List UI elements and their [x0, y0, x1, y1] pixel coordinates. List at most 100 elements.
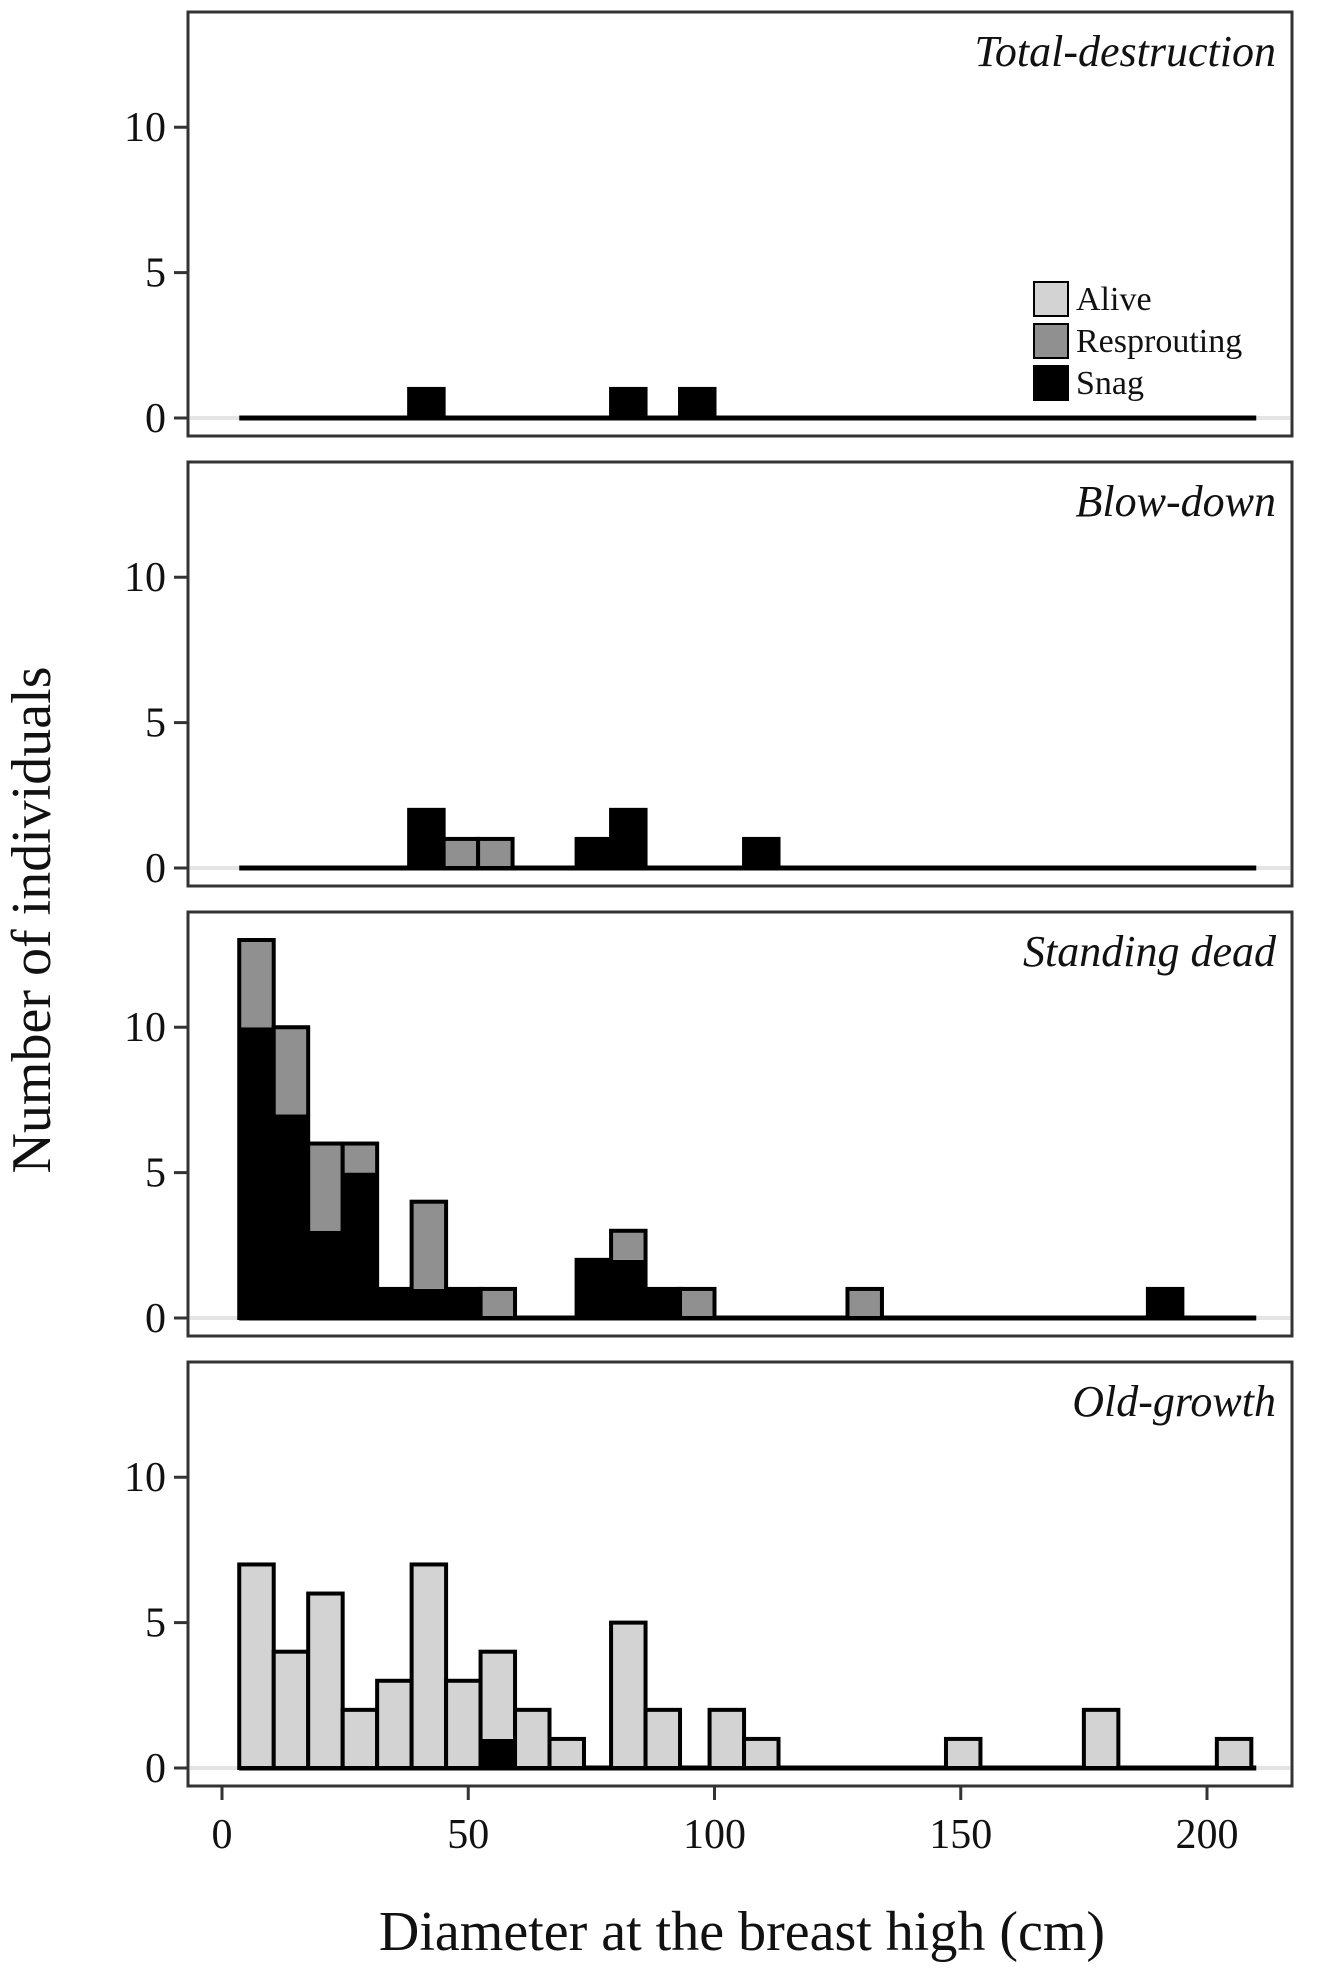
legend-item-resprouting: Resprouting — [1033, 323, 1242, 360]
bar-outline — [1145, 1286, 1185, 1321]
panel-title: Standing dead — [1023, 927, 1277, 976]
bar-outline — [943, 1736, 983, 1771]
panel-frame — [186, 460, 1294, 888]
legend-label: Snag — [1076, 365, 1144, 402]
y-tick-label: 0 — [145, 396, 166, 442]
bar-segment-alive — [273, 1651, 309, 1768]
bar-segment-snag — [342, 1172, 378, 1318]
bar-segment-snag — [308, 1230, 343, 1318]
panel-1: 0 5 10 Total-destruction — [124, 10, 1294, 442]
panel-3: 0 5 10 Standing dead — [124, 910, 1294, 1342]
bar-outline — [845, 1286, 884, 1321]
bar-outline — [678, 1286, 717, 1321]
bar-outline — [407, 386, 446, 420]
panels-group: 0 5 10 Total-destruction 0 5 10 Blow-down 0 5 10 St… — [124, 10, 1294, 1792]
panel-4: 0 5 10 Old-growth — [124, 1360, 1294, 1792]
bar-segment-alive — [611, 1622, 646, 1768]
bar-segment-snag — [409, 809, 444, 868]
x-tick-label: 50 — [447, 1812, 489, 1858]
bar-outline — [609, 1228, 648, 1321]
legend-label: Alive — [1076, 281, 1152, 318]
bar-segment-snag — [273, 1114, 309, 1318]
bar-segment-snag — [239, 1027, 274, 1318]
x-axis-title: Diameter at the breast high (cm) — [379, 1901, 1105, 1963]
bar-segment-resprouting — [239, 940, 274, 1028]
bar-segment-snag — [576, 1259, 612, 1318]
bar-segment-resprouting — [680, 1288, 715, 1318]
y-tick-label: 5 — [145, 1151, 166, 1197]
bar-outline — [409, 1562, 449, 1771]
bar-segment-snag — [576, 838, 612, 868]
y-tick-label: 10 — [124, 555, 166, 601]
bar-segment-alive — [549, 1738, 584, 1768]
legend-item-snag: Snag — [1033, 365, 1144, 402]
bar-segment-alive — [945, 1738, 981, 1768]
bar-segment-resprouting — [443, 838, 479, 868]
bar-outline — [478, 1286, 518, 1321]
panel-title: Total-destruction — [974, 27, 1276, 76]
bar-outline — [742, 1736, 781, 1771]
panel-title: Old-growth — [1072, 1377, 1276, 1426]
legend: Alive Resprouting Snag — [1033, 281, 1242, 402]
bar-segment-resprouting — [411, 1201, 447, 1289]
bar-segment-resprouting — [611, 1230, 646, 1260]
bar-segment-snag — [645, 1288, 681, 1318]
bar-segment-alive — [1083, 1709, 1119, 1768]
bar-segment-alive — [515, 1709, 550, 1768]
legend-swatch — [1033, 281, 1069, 317]
bar-segment-alive — [480, 1651, 516, 1739]
y-tick-label: 0 — [145, 846, 166, 892]
y-tick-label: 5 — [145, 701, 166, 747]
bar-segment-snag — [411, 1288, 447, 1318]
legend-swatch — [1033, 365, 1069, 401]
bar-segment-resprouting — [308, 1143, 343, 1231]
bar-outline — [306, 1591, 345, 1770]
bar-outline — [1081, 1707, 1121, 1771]
bar-segment-alive — [342, 1709, 378, 1768]
bar-segment-alive — [446, 1680, 481, 1768]
bar-outline — [340, 1141, 380, 1320]
bar-segment-snag — [680, 388, 715, 418]
bar-segment-alive — [645, 1709, 681, 1768]
y-tick-label: 5 — [145, 251, 166, 297]
bar-segment-snag — [611, 388, 646, 418]
panel-2: 0 5 10 Blow-down — [124, 460, 1294, 892]
legend-swatch — [1033, 323, 1069, 359]
bar-outline — [476, 836, 515, 871]
bar-outline — [643, 1707, 683, 1771]
legend-item-alive: Alive — [1033, 281, 1152, 318]
bar-outline — [547, 1736, 586, 1771]
x-tick-label: 150 — [929, 1812, 992, 1858]
bar-outline — [409, 1199, 449, 1320]
bar-outline — [742, 836, 781, 871]
x-tick-label: 100 — [683, 1812, 746, 1858]
bar-segment-snag — [611, 1259, 646, 1318]
bar-outline — [1214, 1736, 1254, 1771]
bar-segment-snag — [377, 1288, 412, 1318]
bar-segment-alive — [377, 1680, 412, 1768]
bar-segment-resprouting — [847, 1288, 882, 1318]
bar-segment-alive — [744, 1738, 779, 1768]
x-tick-label: 200 — [1176, 1812, 1239, 1858]
bar-segment-alive — [1216, 1738, 1252, 1768]
panel-title: Blow-down — [1076, 477, 1276, 526]
y-tick-label: 10 — [124, 1455, 166, 1501]
bar-segment-snag — [480, 1738, 516, 1768]
bar-segment-snag — [611, 809, 646, 868]
y-tick-label: 10 — [124, 105, 166, 151]
bar-segment-snag — [409, 388, 444, 418]
bar-outline — [678, 386, 717, 420]
bar-outline — [609, 1620, 648, 1770]
bar-outline — [609, 386, 648, 420]
legend-label: Resprouting — [1076, 323, 1242, 360]
bar-segment-resprouting — [480, 1288, 516, 1318]
bar-segment-alive — [709, 1709, 745, 1768]
y-tick-label: 10 — [124, 1005, 166, 1051]
bar-segment-alive — [239, 1564, 274, 1768]
bar-segment-snag — [744, 838, 779, 868]
bar-segment-resprouting — [273, 1027, 309, 1115]
y-tick-label: 5 — [145, 1601, 166, 1647]
bar-segment-snag — [1147, 1288, 1183, 1318]
bar-segment-alive — [308, 1593, 343, 1768]
